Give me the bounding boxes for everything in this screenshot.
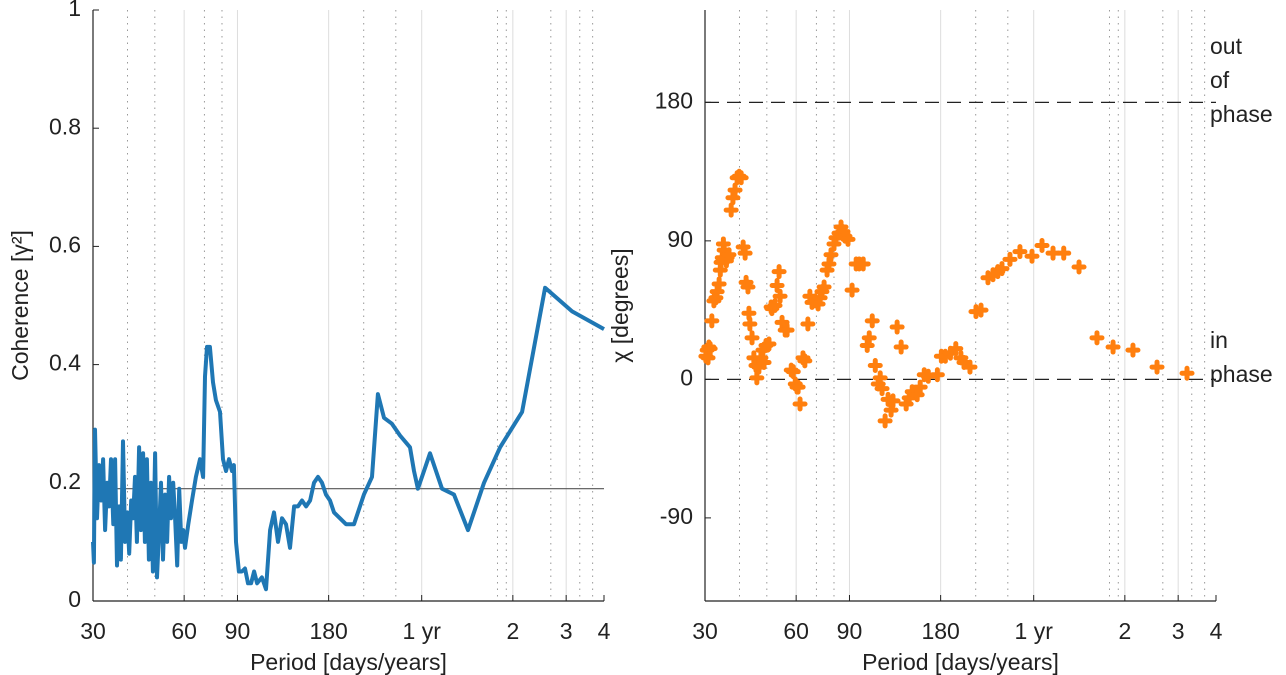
phase-point	[723, 202, 739, 218]
phase-point	[733, 170, 749, 186]
phase-point	[1105, 339, 1121, 355]
phase-point	[1179, 365, 1195, 381]
coherence-line	[91, 285, 605, 592]
phase-point	[740, 279, 756, 295]
phase-point	[816, 279, 832, 295]
x-tick-label: 2	[506, 618, 519, 644]
y-tick-label: 0.8	[49, 113, 81, 139]
x-tick-label: 4	[598, 618, 611, 644]
y-tick-label: 0.4	[49, 350, 81, 376]
phase-point	[721, 247, 737, 263]
y-tick-label: 0.6	[49, 231, 81, 257]
phase-point	[727, 182, 743, 198]
y-tick-label: 0	[68, 586, 81, 612]
annotation: phase	[1210, 361, 1273, 387]
phase-point	[767, 298, 783, 313]
x-tick-label: 30	[692, 618, 718, 644]
y-axis-label: Coherence [γ²]	[7, 230, 33, 381]
y-tick-label: 180	[655, 87, 693, 113]
phase-point	[1149, 359, 1165, 375]
x-tick-label: 30	[80, 618, 106, 644]
phase-point	[861, 330, 877, 346]
phase-point	[912, 379, 928, 395]
phase-point	[994, 261, 1010, 277]
phase-point	[874, 381, 890, 397]
phase-point	[704, 313, 720, 329]
annotation: in	[1210, 327, 1228, 353]
x-tick-label: 3	[1172, 618, 1185, 644]
phase-point	[742, 316, 758, 332]
phase-point	[761, 336, 777, 352]
phase-point	[893, 339, 909, 355]
x-tick-label: 3	[560, 618, 573, 644]
phase-point	[864, 313, 880, 329]
phase-point	[844, 282, 860, 298]
y-tick-label: 0.2	[49, 468, 81, 494]
phase-point	[769, 277, 785, 293]
phase-point	[840, 231, 856, 247]
x-tick-label: 1 yr	[1015, 618, 1054, 644]
x-tick-label: 1 yr	[403, 618, 442, 644]
phase-point	[1024, 248, 1040, 264]
phase-point	[948, 341, 964, 357]
phase-point	[774, 314, 790, 330]
phase-point	[792, 396, 808, 412]
x-tick-label: 180	[921, 618, 959, 644]
phase-point	[749, 370, 765, 386]
phase-point	[867, 358, 883, 374]
x-tick-label: 60	[171, 618, 197, 644]
y-tick-label: 0	[680, 364, 693, 390]
phase-point	[1002, 251, 1018, 267]
annotation: phase	[1210, 101, 1273, 127]
phase-point	[872, 370, 888, 386]
x-tick-label: 180	[309, 618, 347, 644]
phase-point	[1089, 330, 1105, 346]
phase-point	[744, 330, 760, 346]
x-axis-label: Period [days/years]	[862, 649, 1059, 675]
phase-point	[772, 288, 788, 304]
phase-point	[855, 256, 871, 272]
x-tick-label: 90	[837, 618, 863, 644]
phase-point	[779, 322, 795, 338]
x-tick-label: 90	[225, 618, 251, 644]
phase-point	[790, 379, 806, 395]
phase-point	[929, 367, 945, 383]
x-axis-label: Period [days/years]	[250, 649, 447, 675]
annotation: of	[1210, 67, 1230, 93]
phase-point	[962, 359, 978, 375]
x-tick-label: 4	[1210, 618, 1223, 644]
phase-point	[823, 247, 839, 263]
phase-point	[973, 302, 989, 318]
phase-point	[885, 393, 901, 409]
phase-point	[741, 305, 757, 321]
phase-point	[785, 364, 801, 380]
phase-point	[1034, 237, 1050, 253]
phase-point	[1125, 342, 1141, 358]
y-tick-label: -90	[660, 503, 693, 529]
y-tick-label: 90	[667, 226, 693, 252]
phase-point	[909, 387, 925, 403]
phase-point	[1056, 245, 1072, 261]
x-tick-label: 60	[783, 618, 809, 644]
phase-point	[702, 341, 718, 357]
phase-point	[711, 276, 727, 292]
y-tick-label: 1	[68, 0, 81, 21]
phase-point	[737, 245, 753, 261]
phase-point	[800, 316, 816, 332]
phase-point	[1012, 244, 1028, 260]
phase-point	[889, 319, 905, 335]
annotation: out	[1210, 33, 1243, 59]
phase-point	[797, 353, 813, 369]
phase-point	[1071, 259, 1087, 275]
y-axis-label: χ [degrees]	[607, 248, 633, 362]
phase-point	[877, 413, 893, 429]
phase-point	[771, 264, 787, 280]
x-tick-label: 2	[1118, 618, 1131, 644]
phase-point	[756, 354, 772, 370]
